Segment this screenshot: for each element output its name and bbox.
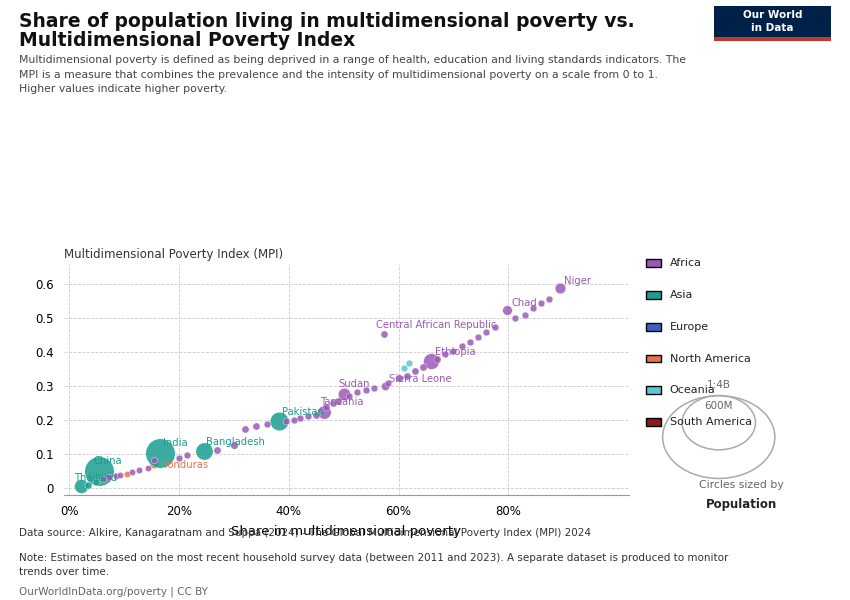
Text: Pakistan: Pakistan bbox=[281, 407, 324, 416]
Text: South America: South America bbox=[670, 417, 752, 427]
Point bbox=[416, 362, 430, 371]
Point bbox=[542, 294, 556, 304]
Point bbox=[227, 440, 241, 449]
Point bbox=[318, 407, 332, 416]
Point bbox=[488, 322, 502, 332]
Text: China: China bbox=[94, 456, 122, 466]
Point bbox=[88, 477, 102, 487]
Text: Note: Estimates based on the most recent household survey data (between 2011 and: Note: Estimates based on the most recent… bbox=[19, 553, 728, 577]
Text: Oceania: Oceania bbox=[670, 385, 716, 395]
Text: Sudan: Sudan bbox=[338, 379, 370, 389]
Point bbox=[408, 366, 422, 376]
Point bbox=[479, 327, 493, 337]
Point bbox=[180, 450, 194, 460]
Text: Multidimensional Poverty Index (MPI): Multidimensional Poverty Index (MPI) bbox=[64, 248, 283, 261]
Point bbox=[553, 283, 567, 293]
Text: Sierra Leone: Sierra Leone bbox=[389, 374, 452, 384]
Text: India: India bbox=[162, 438, 187, 448]
Point bbox=[293, 413, 307, 422]
Point bbox=[320, 402, 333, 412]
Point bbox=[403, 358, 416, 368]
Point bbox=[238, 424, 252, 434]
Point bbox=[526, 304, 540, 313]
Text: OurWorldInData.org/poverty | CC BY: OurWorldInData.org/poverty | CC BY bbox=[19, 587, 207, 598]
Point bbox=[148, 460, 162, 469]
Text: Circles sized by: Circles sized by bbox=[699, 481, 784, 490]
Point bbox=[439, 349, 452, 359]
Point bbox=[126, 467, 139, 476]
Text: Honduras: Honduras bbox=[160, 460, 208, 470]
Point bbox=[249, 422, 263, 431]
Text: 600M: 600M bbox=[705, 401, 733, 411]
Text: Niger: Niger bbox=[564, 276, 591, 286]
Point bbox=[301, 412, 314, 421]
Point bbox=[430, 355, 444, 364]
Point bbox=[272, 416, 286, 426]
Point bbox=[211, 445, 224, 455]
Point bbox=[455, 341, 468, 351]
Point bbox=[120, 469, 133, 479]
X-axis label: Share in multidimensional poverty: Share in multidimensional poverty bbox=[231, 524, 462, 538]
Point bbox=[309, 410, 323, 420]
Text: Population: Population bbox=[706, 498, 777, 511]
Point bbox=[326, 398, 339, 408]
Point bbox=[96, 474, 110, 484]
Point bbox=[381, 378, 394, 388]
Point bbox=[350, 388, 364, 397]
Point bbox=[82, 481, 95, 490]
Point bbox=[463, 337, 477, 347]
Point bbox=[287, 415, 301, 425]
Text: Ethiopia: Ethiopia bbox=[435, 347, 476, 358]
Point bbox=[148, 455, 162, 465]
Point bbox=[102, 473, 116, 482]
Point bbox=[446, 346, 460, 355]
Text: Asia: Asia bbox=[670, 290, 694, 300]
Text: Thailand: Thailand bbox=[74, 473, 117, 483]
Point bbox=[197, 446, 211, 456]
Text: Multidimensional poverty is defined as being deprived in a range of health, educ: Multidimensional poverty is defined as b… bbox=[19, 55, 686, 94]
Point bbox=[471, 332, 484, 342]
Text: 1:4B: 1:4B bbox=[706, 380, 731, 390]
Point bbox=[378, 381, 392, 391]
Text: Our World
in Data: Our World in Data bbox=[743, 10, 802, 33]
Point bbox=[141, 463, 155, 473]
Point bbox=[518, 310, 531, 320]
Point bbox=[367, 383, 381, 393]
Point bbox=[153, 448, 167, 457]
Point bbox=[535, 298, 548, 308]
Point bbox=[173, 453, 186, 463]
Point bbox=[279, 416, 292, 426]
Text: North America: North America bbox=[670, 353, 751, 364]
Point bbox=[260, 419, 274, 429]
Text: Multidimensional Poverty Index: Multidimensional Poverty Index bbox=[19, 31, 355, 50]
Text: Chad: Chad bbox=[511, 298, 536, 308]
Text: Central African Republic: Central African Republic bbox=[376, 320, 496, 329]
Point bbox=[392, 373, 405, 383]
Text: Tanzania: Tanzania bbox=[320, 397, 364, 407]
Point bbox=[397, 363, 411, 373]
Point bbox=[113, 470, 128, 479]
Point bbox=[332, 396, 345, 406]
Text: Europe: Europe bbox=[670, 322, 709, 332]
Point bbox=[424, 356, 438, 365]
Point bbox=[508, 314, 522, 323]
Point bbox=[500, 305, 513, 315]
Point bbox=[133, 465, 146, 475]
Text: Bangladesh: Bangladesh bbox=[207, 437, 265, 447]
Point bbox=[337, 389, 350, 398]
Text: Africa: Africa bbox=[670, 258, 702, 268]
Point bbox=[343, 392, 356, 401]
Point bbox=[109, 472, 122, 481]
Point bbox=[359, 385, 372, 394]
Text: Data source: Alkire, Kanagaratnam and Suppa (2024) - The Global Multidimensional: Data source: Alkire, Kanagaratnam and Su… bbox=[19, 528, 591, 538]
Text: Share of population living in multidimensional poverty vs.: Share of population living in multidimen… bbox=[19, 12, 634, 31]
Point bbox=[75, 481, 88, 491]
Point bbox=[377, 329, 391, 338]
Point bbox=[400, 371, 414, 381]
Point bbox=[93, 466, 106, 475]
